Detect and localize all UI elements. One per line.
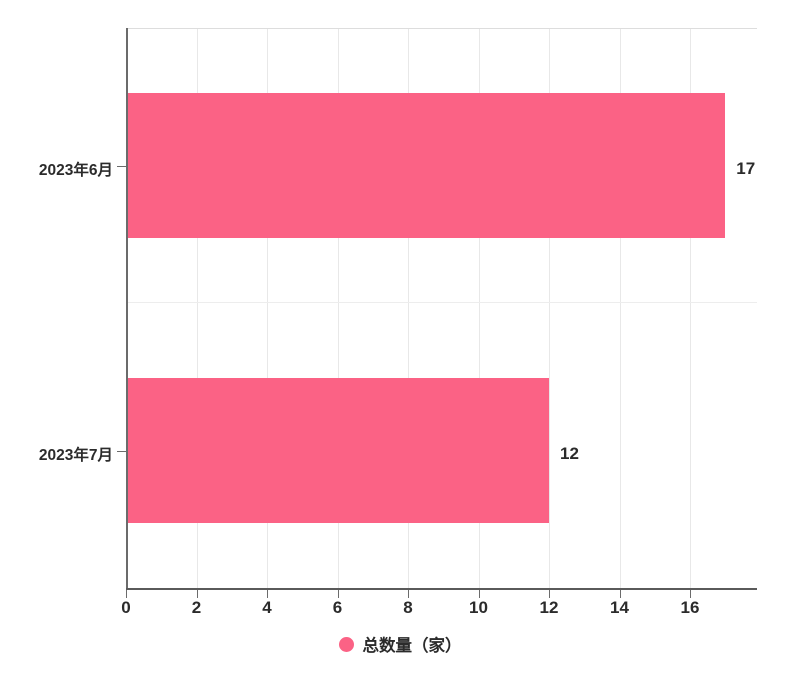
gridline-x-6 [337,28,339,588]
gridline-x-2 [196,28,198,588]
x-axis-tick-label-6: 6 [332,598,343,617]
x-axis-tick-mark-8 [408,590,409,598]
y-axis-line [126,28,128,589]
x-axis-tick-label-16: 16 [680,598,700,617]
x-axis-tick-mark-14 [619,590,621,598]
top-gridline [126,28,757,29]
category-divider-gridline [126,302,757,303]
y-axis-label-1: 2023年7月 [38,447,113,464]
gridline-x-8 [408,28,409,588]
x-axis-tick-mark-10 [478,590,480,598]
x-axis-tick-label-2: 2 [191,598,202,617]
gridline-x-4 [267,28,268,588]
x-axis-tick-mark-12 [549,590,551,598]
x-axis-tick-mark-16 [690,590,692,598]
y-axis-tick-mark-1 [117,451,126,452]
gridline-x-16 [690,28,692,588]
x-axis-tick-mark-6 [337,590,339,598]
plot-area [126,28,757,588]
x-axis-tick-label-0: 0 [121,598,131,617]
bar-series-0-category-1[interactable] [126,378,550,523]
legend-label-series-0[interactable]: 总数量（家） [362,637,462,655]
x-axis-tick-mark-0 [126,590,127,598]
x-axis-tick-mark-2 [196,590,198,598]
x-axis-tick-label-12: 12 [539,598,559,617]
x-axis-line [126,588,757,590]
x-axis-tick-mark-4 [267,590,268,598]
y-axis-label-0: 2023年6月 [38,162,113,179]
x-axis-tick-label-10: 10 [469,598,488,617]
bar-series-0-category-0[interactable] [126,93,726,238]
x-axis-tick-label-4: 4 [262,598,272,617]
y-axis-tick-mark-0 [117,166,126,167]
x-axis-tick-label-14: 14 [610,598,629,617]
legend: 总数量（家） [0,632,800,656]
gridline-x-10 [478,28,480,588]
legend-circle-icon [338,636,354,652]
bar-value-label-0: 17 [736,159,756,178]
gridline-x-14 [619,28,621,588]
x-axis-tick-label-8: 8 [403,598,413,617]
gridline-x-12 [549,28,551,588]
y-axis-labels: 2023年6月 2023年7月 [0,0,113,679]
bar-value-label-1: 12 [560,444,579,463]
